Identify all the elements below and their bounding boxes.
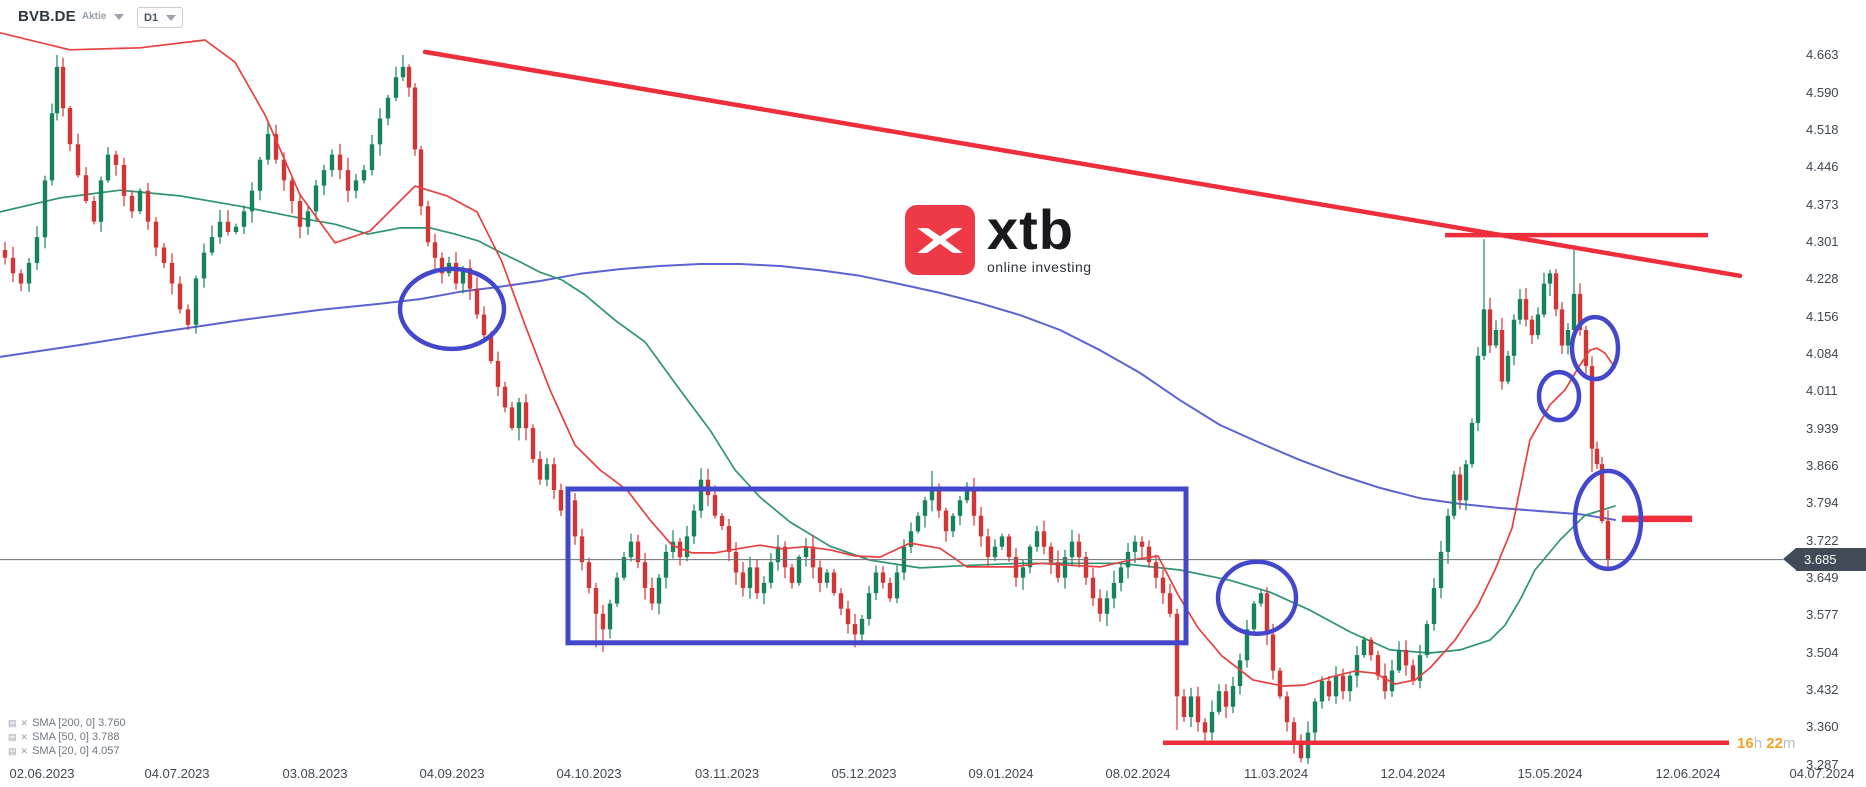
price-axis-label: 3.649	[1806, 570, 1839, 585]
date-axis-label: 04.07.2023	[144, 766, 210, 781]
xtb-logo-icon	[905, 205, 975, 275]
date-axis-label: 04.09.2023	[419, 766, 485, 781]
highlight-ellipse-5[interactable]	[1572, 468, 1644, 572]
indicator-legend: ▤ ✕ SMA [200, 0] 3.760 ▤ ✕ SMA [50, 0] 3.788 ▤…	[8, 716, 126, 758]
price-axis-label: 4.518	[1806, 122, 1839, 137]
price-axis-label: 3.866	[1806, 458, 1839, 473]
candle-series	[2, 55, 1611, 764]
price-axis-label: 4.373	[1806, 197, 1839, 212]
date-axis-label: 03.08.2023	[282, 766, 348, 781]
symbol-title: BVB.DE	[18, 8, 76, 25]
date-axis-label: 09.01.2024	[968, 766, 1034, 781]
date-axis-label: 05.12.2023	[831, 766, 897, 781]
price-axis-label: 3.504	[1806, 645, 1839, 660]
legend-label: SMA [50, 0] 3.788	[32, 731, 120, 743]
countdown-minutes-unit: m	[1782, 735, 1796, 752]
timeframe-caret-icon	[166, 14, 176, 21]
close-icon[interactable]: ✕	[20, 746, 29, 756]
descending-trendline[interactable]	[422, 49, 1743, 279]
sma-line-50[interactable]	[0, 189, 1616, 654]
price-axis-label: 3.360	[1806, 719, 1839, 734]
price-axis-label: 3.939	[1806, 421, 1839, 436]
price-axis-label: 4.228	[1806, 271, 1839, 286]
legend-row: ▤ ✕ SMA [200, 0] 3.760	[8, 716, 126, 730]
legend-row: ▤ ✕ SMA [20, 0] 4.057	[8, 744, 126, 758]
countdown-hours-unit: h	[1753, 735, 1763, 752]
date-axis-label: 04.10.2023	[556, 766, 622, 781]
timeframe-dropdown[interactable]: D1	[137, 7, 183, 28]
sma-line-20[interactable]	[0, 31, 1616, 687]
date-axis-label: 03.11.2023	[694, 766, 760, 781]
close-icon[interactable]: ✕	[20, 718, 29, 728]
price-axis-label: 4.011	[1806, 383, 1838, 398]
price-axis-label: 4.084	[1806, 346, 1839, 361]
timeframe-value: D1	[144, 11, 159, 24]
date-axis-label: 12.06.2024	[1655, 766, 1721, 781]
highlight-ellipse-3[interactable]	[1569, 314, 1621, 382]
date-axis-label: 12.04.2024	[1380, 766, 1446, 781]
indicator-settings-icon[interactable]: ▤	[8, 732, 17, 742]
price-badge-arrow-icon	[1783, 548, 1796, 570]
price-axis-label: 3.287	[1806, 757, 1839, 772]
legend-row: ▤ ✕ SMA [50, 0] 3.788	[8, 730, 126, 744]
highlight-ellipse-1[interactable]	[397, 266, 507, 352]
price-axis-label: 3.794	[1806, 495, 1839, 510]
symbol-dropdown-caret-icon[interactable]	[114, 13, 125, 20]
highlight-ellipse-2[interactable]	[1215, 559, 1299, 637]
price-axis-label: 4.446	[1806, 159, 1839, 174]
consolidation-rectangle[interactable]	[565, 486, 1189, 646]
price-axis-label: 4.301	[1806, 234, 1839, 249]
countdown-hours: 16	[1737, 735, 1754, 752]
session-countdown: 16h 22m	[1737, 735, 1795, 752]
current-price-badge: 3.685	[1783, 548, 1866, 571]
instrument-type-label: Aktie	[81, 11, 107, 22]
xtb-watermark: xtb online investing	[905, 198, 1092, 275]
xtb-tagline: online investing	[987, 259, 1092, 275]
countdown-minutes: 22	[1766, 735, 1783, 752]
indicator-settings-icon[interactable]: ▤	[8, 718, 17, 728]
price-axis-label: 3.577	[1806, 607, 1839, 622]
price-axis-label: 4.156	[1806, 309, 1839, 324]
legend-label: SMA [200, 0] 3.760	[32, 717, 126, 729]
date-axis-label: 15.05.2024	[1517, 766, 1583, 781]
close-icon[interactable]: ✕	[20, 732, 29, 742]
date-axis-label: 02.06.2023	[9, 766, 75, 781]
date-axis-label: 08.02.2024	[1105, 766, 1171, 781]
current-price-value: 3.685	[1804, 552, 1837, 567]
price-axis-label: 3.722	[1806, 533, 1839, 548]
xtb-brand-text: xtb	[987, 198, 1074, 261]
date-axis-label: 04.07.2024	[1789, 766, 1855, 781]
price-axis-label: 4.590	[1806, 85, 1839, 100]
date-axis-label: 11.03.2024	[1243, 766, 1309, 781]
highlight-ellipse-4[interactable]	[1536, 369, 1582, 423]
indicator-settings-icon[interactable]: ▤	[8, 746, 17, 756]
sma-line-200[interactable]	[0, 263, 1616, 521]
legend-label: SMA [20, 0] 4.057	[32, 745, 120, 757]
price-axis-label: 4.663	[1806, 47, 1839, 62]
price-axis-label: 3.432	[1806, 682, 1839, 697]
